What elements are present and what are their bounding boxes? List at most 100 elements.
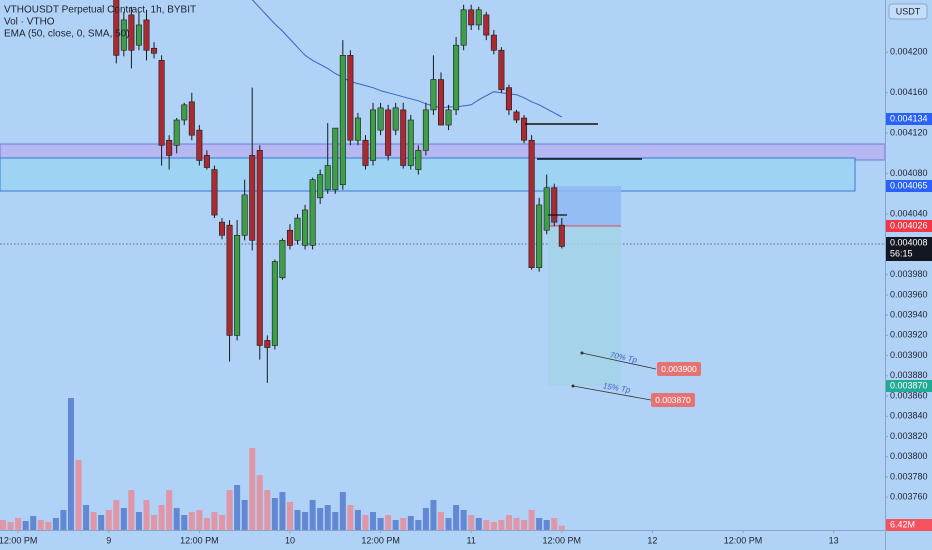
countdown: 56:15 — [890, 248, 913, 258]
volume-bar — [166, 490, 173, 530]
volume-bar — [407, 516, 414, 530]
volume-bar — [181, 515, 188, 530]
volume-bar — [354, 510, 361, 530]
price-label-box — [886, 220, 932, 232]
candle-body — [113, 0, 120, 56]
candle-body — [460, 9, 467, 46]
candle-body — [400, 109, 407, 166]
volume-bar — [415, 520, 422, 530]
price-label: 0.003870 — [890, 380, 928, 390]
volume-bar — [422, 508, 429, 530]
volume-bar — [430, 500, 437, 530]
candle-body — [211, 169, 218, 216]
volume-bar — [143, 500, 150, 530]
x-tick-label: 12:00 PM — [724, 535, 763, 545]
volume-bar — [475, 518, 482, 530]
price-label-box — [886, 380, 932, 392]
volume-bar — [558, 525, 565, 530]
volume-bar — [113, 500, 120, 530]
volume-layer — [0, 398, 565, 530]
price-label: 0.004134 — [890, 113, 928, 123]
volume-bar — [385, 515, 392, 530]
chart-title: VTHOUSDT Perpetual Contract, 1h, BYBIT — [4, 5, 196, 16]
tp-dot — [580, 351, 584, 355]
volume-bar — [67, 398, 74, 530]
currency: USDT — [896, 6, 921, 16]
volume-bar — [0, 520, 7, 530]
candle-body — [188, 101, 195, 136]
candle-body — [226, 224, 233, 336]
annotation-box — [651, 393, 695, 407]
candle-body — [196, 129, 203, 161]
volume-bar — [75, 460, 82, 530]
candle-body — [377, 107, 384, 131]
x-tick-label: 12:00 PM — [180, 535, 219, 545]
candle-body — [120, 19, 127, 51]
price-label: 0.004008 — [890, 237, 928, 247]
x-tick-label: 12 — [647, 535, 657, 545]
candle-body — [158, 60, 165, 146]
volume-bar — [271, 498, 278, 530]
volume-bar — [279, 492, 286, 530]
volume-bar — [234, 485, 241, 530]
volume-bar — [135, 512, 142, 530]
candle-body — [407, 119, 414, 166]
volume-bar — [226, 490, 233, 530]
candle-body — [151, 47, 158, 54]
volume-bar — [392, 520, 399, 530]
volume-bar — [249, 448, 256, 530]
volume-bar — [294, 510, 301, 530]
candle-body — [173, 119, 180, 146]
volume-bar — [521, 520, 528, 530]
x-tick-label: 11 — [467, 535, 476, 545]
volume-bar — [22, 521, 29, 530]
candle-body — [234, 234, 241, 336]
candle-body — [128, 14, 135, 51]
volume-bar — [203, 518, 210, 530]
y-tick-label: 0.003760 — [890, 492, 928, 502]
volume-bar — [437, 512, 444, 530]
volume-bar — [60, 510, 67, 530]
volume-bar — [347, 505, 354, 530]
x-tick-label: 12:00 PM — [543, 535, 582, 545]
volume-bar — [105, 510, 112, 530]
y-tick-label: 0.004120 — [890, 128, 928, 138]
candle-body — [392, 107, 399, 131]
position-target — [548, 226, 621, 386]
candle-body — [430, 79, 437, 111]
volume-bar — [30, 516, 37, 530]
volume-bar — [513, 518, 520, 530]
volume-label: 6.42M — [890, 519, 915, 529]
volume-bar — [317, 508, 324, 530]
volume-bar — [490, 522, 497, 530]
volume-bar — [90, 512, 97, 530]
y-tick-label: 0.003840 — [890, 411, 928, 421]
candle-body — [181, 104, 188, 121]
volume-bar — [264, 490, 271, 530]
y-tick-label: 0.003960 — [890, 289, 928, 299]
y-tick-label: 0.003940 — [890, 310, 928, 320]
x-tick-label: 12:00 PM — [361, 535, 400, 545]
annotation-price: 0.003900 — [661, 364, 697, 374]
candle-body — [490, 34, 497, 51]
y-tick-label: 0.004080 — [890, 168, 928, 178]
candle-body — [354, 117, 361, 141]
candle-body — [166, 139, 173, 156]
candle-body — [256, 150, 263, 346]
volume-bar — [505, 515, 512, 530]
x-tick-label: 13 — [829, 535, 839, 545]
y-tick-label: 0.003780 — [890, 471, 928, 481]
candle-body — [309, 179, 316, 246]
tp-dot — [571, 384, 575, 388]
annotation-price: 0.003870 — [655, 395, 691, 405]
volume-bar — [453, 505, 460, 530]
candle-body — [317, 174, 324, 199]
y-tick-label: 0.004040 — [890, 208, 928, 218]
price-label: 0.004026 — [890, 220, 928, 230]
volume-bar — [241, 500, 248, 530]
y-tick-label: 0.003820 — [890, 431, 928, 441]
candle-body — [324, 165, 331, 191]
price-label-box — [886, 113, 932, 125]
tp-arrow — [572, 385, 652, 401]
